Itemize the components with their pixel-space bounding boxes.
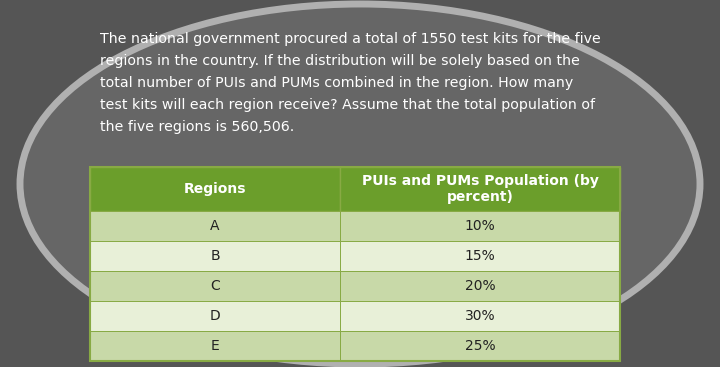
Text: A: A [210, 219, 220, 233]
Bar [340, 167, 620, 211]
Bar [90, 241, 340, 271]
Bar [340, 211, 620, 241]
Bar [340, 271, 620, 301]
Bar [340, 301, 620, 331]
Text: test kits will each region receive? Assume that the total population of: test kits will each region receive? Assu… [100, 98, 595, 112]
Text: D: D [210, 309, 220, 323]
Text: Regions: Regions [184, 182, 246, 196]
Bar [90, 211, 340, 241]
Text: B: B [210, 249, 220, 263]
Bar [90, 271, 340, 301]
Text: the five regions is 560,506.: the five regions is 560,506. [100, 120, 294, 134]
Ellipse shape [20, 4, 700, 364]
Text: 25%: 25% [464, 339, 495, 353]
Text: E: E [211, 339, 220, 353]
Text: regions in the country. If the distribution will be solely based on the: regions in the country. If the distribut… [100, 54, 580, 68]
Bar [90, 331, 340, 361]
Text: C: C [210, 279, 220, 293]
Text: total number of PUIs and PUMs combined in the region. How many: total number of PUIs and PUMs combined i… [100, 76, 573, 90]
Bar [340, 331, 620, 361]
Text: 20%: 20% [464, 279, 495, 293]
Bar [90, 167, 340, 211]
Bar [90, 301, 340, 331]
Text: 10%: 10% [464, 219, 495, 233]
Bar [340, 241, 620, 271]
Text: 30%: 30% [464, 309, 495, 323]
Text: The national government procured a total of 1550 test kits for the five: The national government procured a total… [100, 32, 600, 46]
Text: PUIs and PUMs Population (by
percent): PUIs and PUMs Population (by percent) [361, 174, 598, 204]
Text: 15%: 15% [464, 249, 495, 263]
Bar [90, 167, 620, 361]
